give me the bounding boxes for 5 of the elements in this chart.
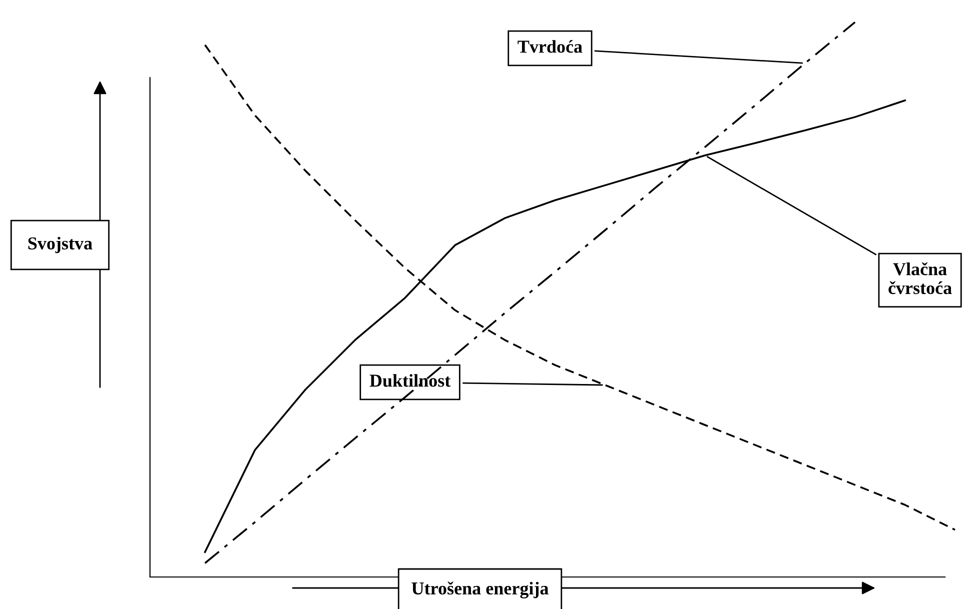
y-axis-title: Svojstva (28, 236, 92, 254)
text: Duktilnost (370, 374, 451, 387)
text: Vlačna čvrstoća (888, 262, 952, 294)
x-axis-title: Utrošena energija (412, 582, 549, 598)
text: Tvrdoća (518, 40, 582, 53)
